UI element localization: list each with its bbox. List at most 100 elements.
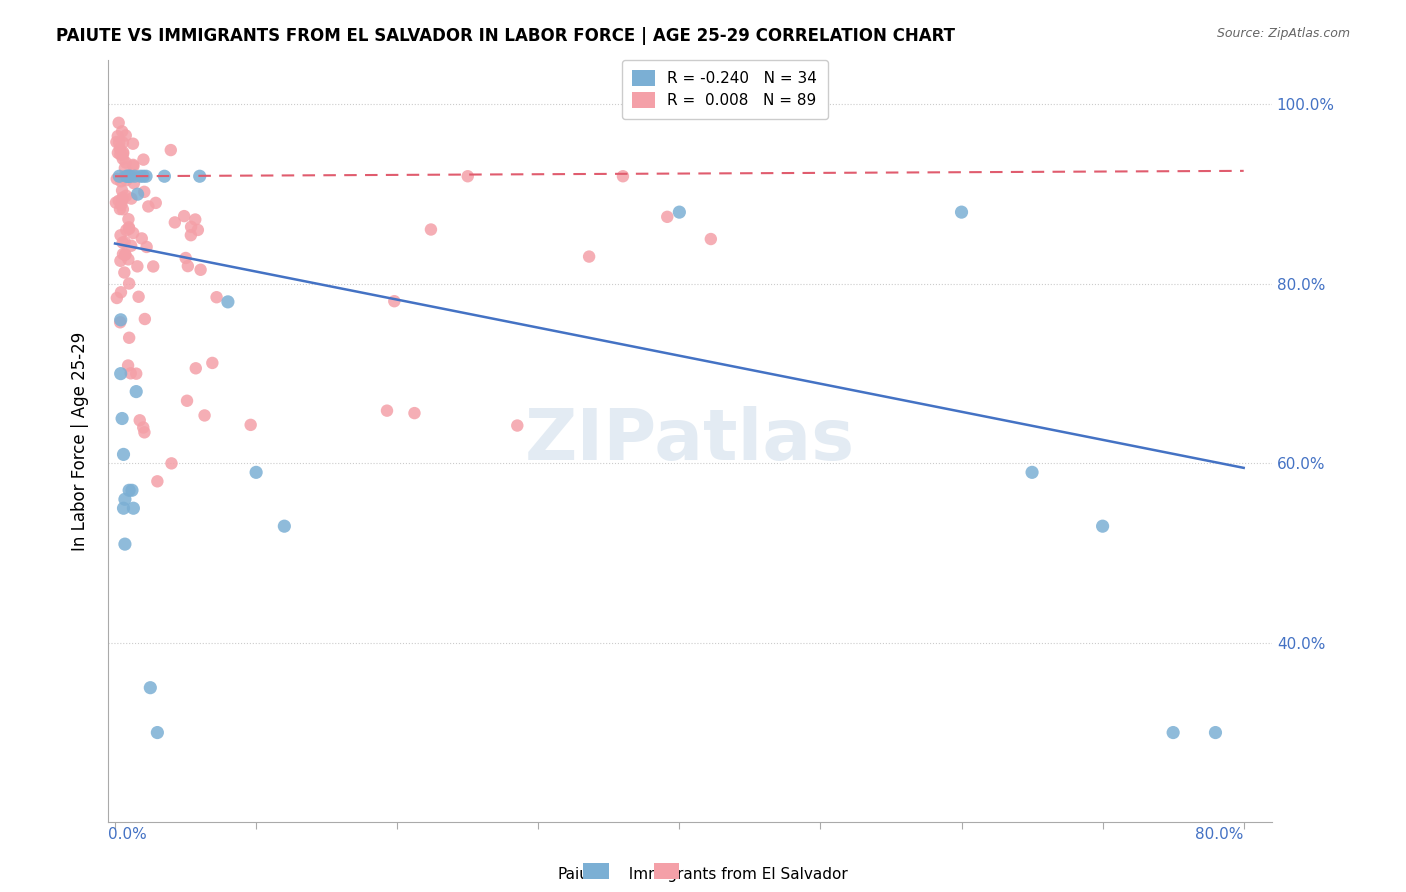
Point [146, 725, 169, 739]
Point [187, 223, 209, 237]
Point [128, 290, 150, 304]
Point [180, 228, 202, 243]
Point [110, 285, 132, 300]
Point [110, 228, 132, 243]
Point [112, 501, 135, 516]
Point [1091, 519, 1114, 533]
Point [118, 169, 141, 184]
Point [127, 187, 149, 202]
Point [118, 277, 141, 291]
Point [110, 253, 132, 268]
Point [108, 142, 131, 156]
Point [105, 135, 128, 149]
Point [108, 202, 131, 216]
Point [114, 161, 136, 175]
Point [115, 173, 138, 187]
Point [159, 143, 181, 157]
Point [205, 290, 228, 304]
Point [111, 152, 134, 166]
Point [117, 212, 139, 227]
Point [112, 169, 135, 184]
Point [134, 425, 156, 440]
Point [122, 226, 145, 240]
Point [163, 215, 186, 229]
Point [125, 367, 148, 381]
Point [110, 174, 132, 188]
Y-axis label: In Labor Force | Age 25-29: In Labor Force | Age 25-29 [72, 331, 89, 550]
Point [134, 312, 156, 326]
Point [115, 188, 138, 202]
Point [153, 169, 176, 184]
Point [122, 136, 145, 151]
Point [111, 411, 134, 425]
Point [117, 359, 139, 373]
Point [111, 247, 134, 261]
Point [404, 406, 426, 420]
Point [129, 169, 152, 184]
Point [118, 220, 141, 235]
Point [1021, 466, 1043, 480]
Point [125, 384, 148, 399]
Point [110, 367, 132, 381]
Point [201, 356, 224, 370]
Point [122, 159, 145, 173]
Point [184, 361, 207, 376]
Point [121, 169, 143, 184]
Point [612, 169, 634, 184]
Text: Paiute: Paiute [557, 867, 605, 881]
Point [132, 420, 155, 434]
Point [180, 219, 202, 234]
Point [136, 199, 159, 213]
Point [122, 176, 145, 190]
Point [132, 169, 155, 184]
Point [111, 202, 134, 217]
Legend: R = -0.240   N = 34, R =  0.008   N = 89: R = -0.240 N = 34, R = 0.008 N = 89 [621, 60, 828, 120]
Point [1161, 725, 1184, 739]
Point [112, 266, 135, 280]
Point [111, 124, 134, 138]
Point [121, 483, 143, 498]
Point [122, 501, 145, 516]
Point [145, 195, 167, 210]
Point [107, 194, 129, 208]
Point [146, 475, 169, 489]
Text: Source: ZipAtlas.com: Source: ZipAtlas.com [1216, 27, 1350, 40]
Point [578, 250, 600, 264]
Point [177, 259, 200, 273]
Point [105, 172, 128, 186]
Point [111, 194, 134, 208]
Point [174, 251, 197, 265]
Point [139, 681, 162, 695]
Text: ZIPatlas: ZIPatlas [524, 407, 855, 475]
Point [112, 145, 135, 160]
Point [127, 260, 149, 274]
Point [111, 136, 134, 150]
Point [131, 231, 153, 245]
Point [700, 232, 723, 246]
Point [135, 240, 157, 254]
Point [114, 155, 136, 169]
Point [117, 252, 139, 267]
Point [117, 169, 139, 184]
Point [128, 413, 150, 427]
Point [107, 145, 129, 160]
Point [110, 147, 132, 161]
Point [1204, 725, 1226, 739]
Point [950, 205, 973, 219]
Point [111, 184, 134, 198]
Point [120, 169, 142, 184]
Point [114, 492, 136, 507]
Point [112, 447, 135, 461]
Point [135, 169, 157, 184]
Point [108, 136, 131, 150]
Point [112, 147, 135, 161]
Point [668, 205, 690, 219]
Text: Immigrants from El Salvador: Immigrants from El Salvador [619, 867, 848, 881]
Point [120, 238, 142, 252]
Point [273, 519, 295, 533]
Text: 80.0%: 80.0% [1195, 827, 1244, 842]
Point [120, 367, 142, 381]
Point [111, 235, 134, 250]
Point [108, 169, 131, 184]
Point [657, 210, 679, 224]
